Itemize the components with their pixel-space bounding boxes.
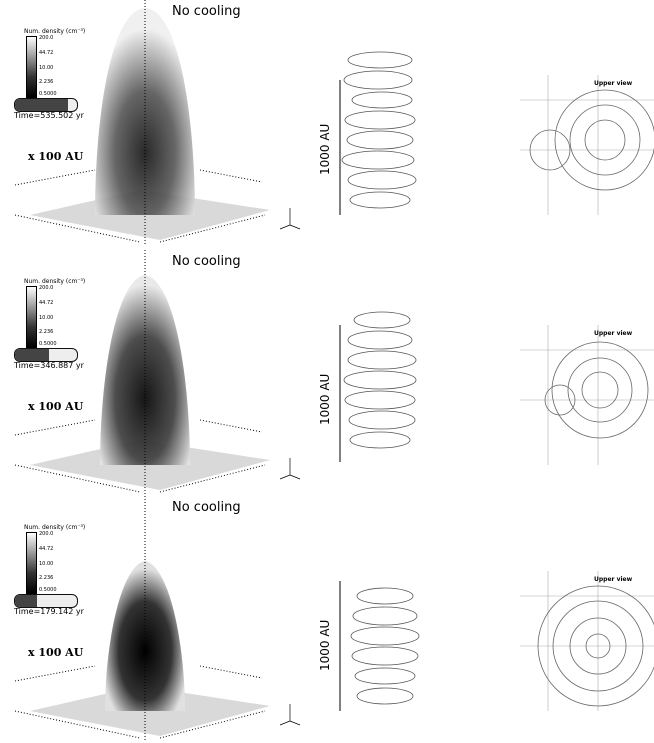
au-scale-label: 1000 AU xyxy=(318,123,332,175)
time-label: Time=535.502 yr xyxy=(14,111,84,120)
panel-row-1: No cooling Num. density (cm⁻³) 200.0 44.… xyxy=(0,0,654,247)
colorbar-tick: 44.72 xyxy=(39,300,54,306)
colorbar-tick: 0.5000 xyxy=(39,91,57,97)
colorbar-tick: 200.0 xyxy=(39,531,54,537)
colorbar: Num. density (cm⁻³) 200.0 44.72 10.00 2.… xyxy=(6,524,96,594)
time-progress-bar xyxy=(14,594,78,608)
time-label: Time=179.142 yr xyxy=(14,607,84,616)
colorbar-title: Num. density (cm⁻³) xyxy=(24,524,86,531)
time-progress-fill xyxy=(15,99,68,111)
time-progress-fill xyxy=(15,349,50,361)
colorbar-title: Num. density (cm⁻³) xyxy=(24,278,86,285)
colorbar-tick: 200.0 xyxy=(39,35,54,41)
colorbar: Num. density (cm⁻³) 200.0 44.72 10.00 2.… xyxy=(6,28,96,98)
colorbar: Num. density (cm⁻³) 200.0 44.72 10.00 2.… xyxy=(6,278,96,348)
au-scale-label: 1000 AU xyxy=(318,373,332,425)
scale-label: x 100 AU xyxy=(28,150,84,163)
time-progress-bar xyxy=(14,98,78,112)
plume-render-2 xyxy=(14,250,654,495)
colorbar-title: Num. density (cm⁻³) xyxy=(24,28,86,35)
panel-title: No cooling xyxy=(172,500,241,515)
colorbar-tick: 0.5000 xyxy=(39,341,57,347)
scale-label: x 100 AU xyxy=(28,646,84,659)
colorbar-tick: 2.236 xyxy=(39,79,54,85)
panel-title: No cooling xyxy=(172,4,241,19)
panel-title: No cooling xyxy=(172,254,241,269)
upper-view-label: Upper view xyxy=(594,330,633,337)
colorbar-gradient xyxy=(26,532,37,594)
upper-view-label: Upper view xyxy=(594,576,633,583)
colorbar-tick: 44.72 xyxy=(39,50,54,56)
colorbar-tick: 44.72 xyxy=(39,546,54,552)
colorbar-tick: 10.00 xyxy=(39,561,54,567)
colorbar-tick: 2.236 xyxy=(39,575,54,581)
time-label: Time=346.887 yr xyxy=(14,361,84,370)
colorbar-tick: 10.00 xyxy=(39,65,54,71)
upper-view-label: Upper view xyxy=(594,80,633,87)
au-scale-label: 1000 AU xyxy=(318,619,332,671)
plume-render-3 xyxy=(14,496,654,741)
colorbar-tick: 10.00 xyxy=(39,315,54,321)
colorbar-tick: 200.0 xyxy=(39,285,54,291)
time-progress-fill xyxy=(15,595,37,607)
colorbar-tick: 0.5000 xyxy=(39,587,57,593)
plume-render-1 xyxy=(14,0,654,245)
colorbar-tick: 2.236 xyxy=(39,329,54,335)
colorbar-gradient xyxy=(26,286,37,348)
panel-row-2: No cooling Num. density (cm⁻³) 200.0 44.… xyxy=(0,250,654,497)
time-progress-bar xyxy=(14,348,78,362)
panel-row-3: No cooling Num. density (cm⁻³) 200.0 44.… xyxy=(0,496,654,743)
scale-label: x 100 AU xyxy=(28,400,84,413)
colorbar-gradient xyxy=(26,36,37,98)
